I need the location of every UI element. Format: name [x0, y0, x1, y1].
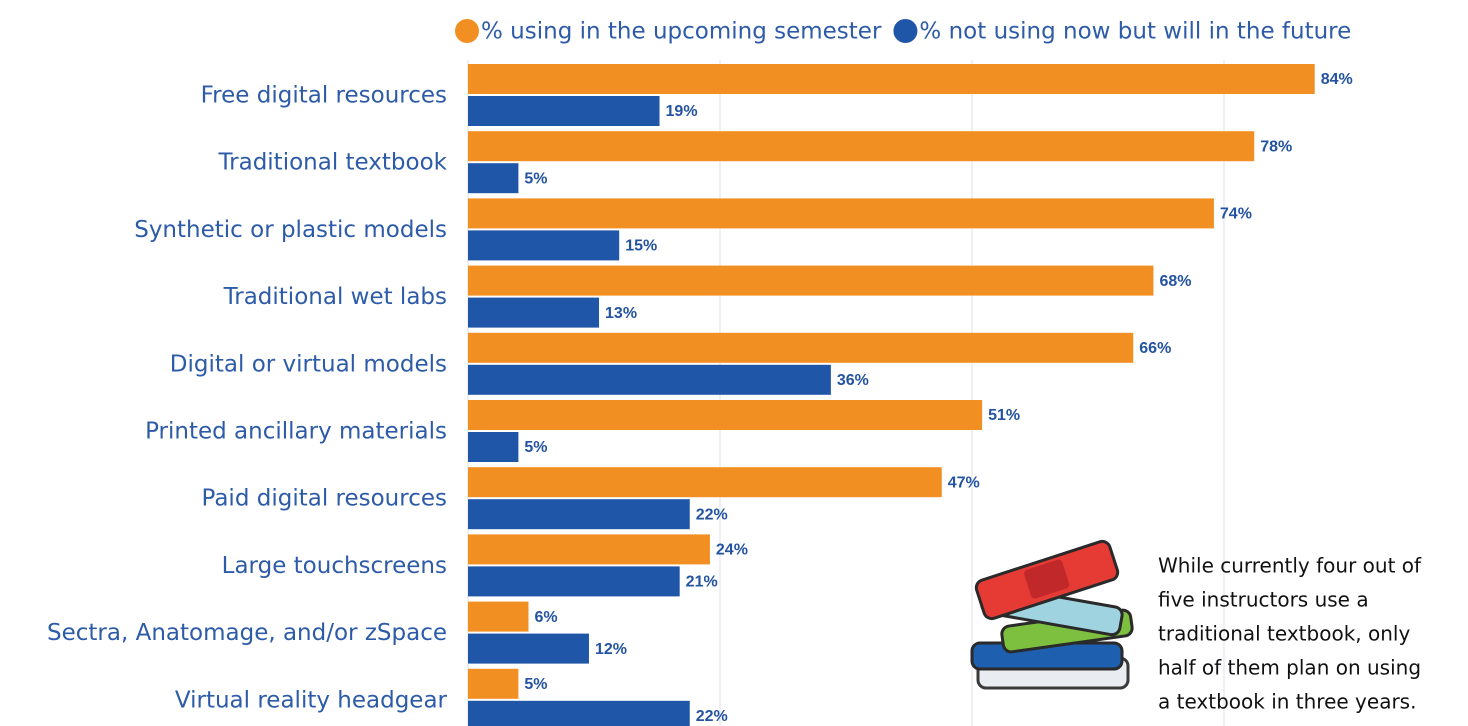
bar	[468, 297, 600, 328]
annotation-line: half of them plan on using	[1158, 656, 1421, 680]
bar	[468, 700, 690, 726]
bar	[468, 64, 1315, 94]
y-tick-label: Printed ancillary materials	[145, 419, 447, 445]
bar	[468, 198, 1214, 229]
value-label: 22%	[696, 506, 728, 523]
value-label: 13%	[605, 305, 637, 322]
value-label: 24%	[716, 542, 748, 559]
books-icon	[970, 539, 1134, 690]
bar	[468, 668, 519, 699]
bar	[468, 96, 660, 126]
bar	[468, 601, 529, 632]
y-tick-label: Paid digital resources	[202, 486, 448, 512]
legend-swatch	[893, 19, 918, 43]
y-tick-label: Traditional textbook	[217, 150, 447, 176]
value-label: 5%	[524, 676, 547, 693]
value-label: 6%	[534, 609, 557, 626]
bar	[468, 499, 690, 530]
y-tick-label: Free digital resources	[201, 83, 447, 109]
y-tick-label: Virtual reality headgear	[175, 687, 448, 713]
annotation-line: traditional textbook, only	[1158, 622, 1410, 646]
value-label: 66%	[1139, 340, 1171, 357]
value-label: 36%	[837, 372, 869, 389]
bar	[468, 633, 589, 664]
value-label: 5%	[524, 439, 547, 456]
value-label: 68%	[1159, 273, 1191, 290]
value-label: 5%	[524, 170, 547, 187]
legend-swatch	[455, 19, 479, 43]
bar	[468, 400, 983, 430]
bar	[468, 364, 831, 395]
bar	[468, 534, 710, 565]
annotation-line: a textbook in three years.	[1158, 690, 1416, 714]
bar	[468, 131, 1255, 162]
bar	[468, 432, 519, 462]
annotation-line: While currently four out of	[1158, 554, 1422, 578]
annotation-line: five instructors use a	[1158, 588, 1369, 612]
y-tick-label: Digital or virtual models	[170, 351, 447, 377]
value-label: 78%	[1260, 138, 1292, 155]
legend-label: % not using now but will in the future	[919, 19, 1351, 45]
y-tick-label: Large touchscreens	[222, 553, 447, 579]
value-label: 47%	[948, 474, 980, 491]
value-label: 19%	[666, 103, 698, 120]
value-label: 15%	[625, 238, 657, 255]
y-tick-label: Synthetic or plastic models	[134, 217, 447, 243]
bars: Free digital resources 84% 19% Traditional …	[47, 64, 1353, 726]
bar	[468, 163, 519, 194]
bar	[468, 230, 620, 261]
value-label: 12%	[595, 641, 627, 658]
value-label: 84%	[1321, 71, 1353, 88]
annotation: While currently four out of five instruct…	[1158, 554, 1422, 714]
legend-label: % using in the upcoming semester	[481, 19, 882, 45]
value-label: 22%	[696, 708, 728, 725]
bar	[468, 265, 1154, 296]
legend: % using in the upcoming semester % not us…	[455, 19, 1351, 45]
y-tick-label: Sectra, Anatomage, and/or zSpace	[47, 620, 447, 646]
value-label: 51%	[988, 407, 1020, 424]
bar	[468, 467, 942, 498]
bar	[468, 566, 680, 597]
y-tick-label: Traditional wet labs	[223, 284, 447, 310]
value-label: 21%	[686, 574, 718, 591]
bar	[468, 332, 1134, 363]
value-label: 74%	[1220, 206, 1252, 223]
